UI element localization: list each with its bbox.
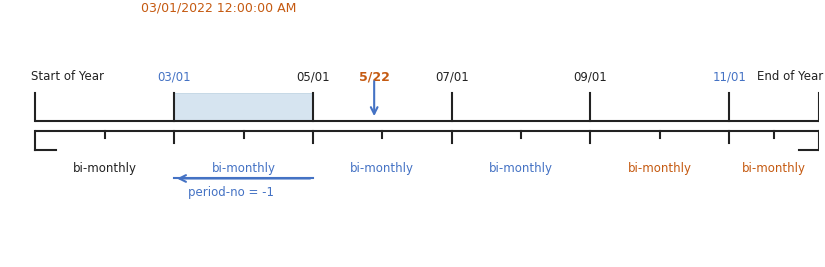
Text: bi-monthly: bi-monthly — [73, 162, 137, 175]
Text: period-no = -1: period-no = -1 — [188, 186, 275, 199]
Text: 03/01/2022 12:00:00 AM: 03/01/2022 12:00:00 AM — [141, 1, 297, 14]
Text: End of Year: End of Year — [757, 70, 823, 83]
Text: 11/01: 11/01 — [712, 70, 746, 83]
Text: bi-monthly: bi-monthly — [211, 162, 276, 175]
Text: 05/01: 05/01 — [296, 70, 330, 83]
Text: 5/22: 5/22 — [359, 70, 389, 83]
Text: Start of Year: Start of Year — [31, 70, 104, 83]
Bar — [174, 93, 313, 121]
Text: 09/01: 09/01 — [573, 70, 607, 83]
Text: 07/01: 07/01 — [435, 70, 469, 83]
Text: bi-monthly: bi-monthly — [351, 162, 414, 175]
Text: bi-monthly: bi-monthly — [628, 162, 692, 175]
Text: bi-monthly: bi-monthly — [489, 162, 553, 175]
Text: bi-monthly: bi-monthly — [742, 162, 806, 175]
Text: 03/01: 03/01 — [158, 70, 191, 83]
